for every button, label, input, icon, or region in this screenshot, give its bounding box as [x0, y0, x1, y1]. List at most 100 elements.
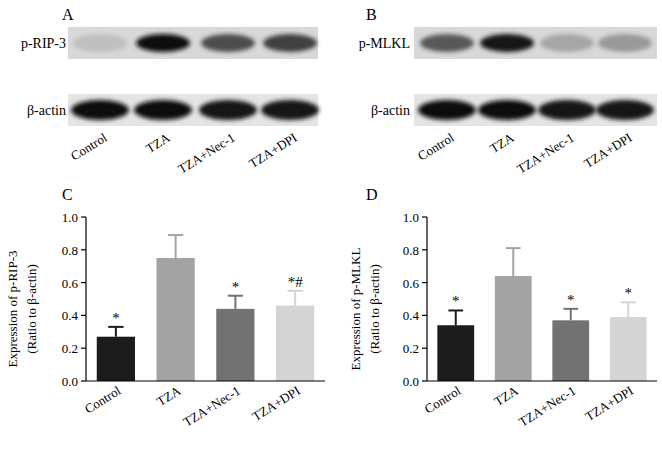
bar	[610, 317, 647, 381]
lane-label: TZA+DPI	[581, 130, 634, 171]
y-axis	[426, 217, 427, 381]
bar	[216, 309, 254, 381]
blot-background	[414, 94, 657, 126]
error-cap	[448, 309, 463, 311]
error-stem	[294, 291, 296, 306]
lane-label: Control	[415, 130, 457, 164]
significance: *	[567, 292, 575, 308]
y-tick-label: 0.4	[403, 308, 420, 323]
axis-label: (Ratio to β-actin)	[367, 264, 382, 354]
band	[538, 100, 596, 120]
blot-panel: Ap-RIP-3β-actinControlTZATZA+Nec-1TZA+DP…	[21, 6, 319, 177]
bar	[495, 276, 532, 381]
category-label: TZA	[491, 383, 521, 409]
error-stem	[175, 235, 177, 258]
y-tick-label: 0.8	[62, 243, 78, 258]
error-bar	[621, 302, 636, 317]
error-cap	[563, 308, 578, 310]
error-bar	[448, 310, 463, 325]
error-cap	[506, 247, 521, 249]
bar-chart: D Expression of p-MLKL (Ratio to β-actin) *…	[348, 186, 657, 430]
lane-label: Control	[68, 130, 110, 164]
bar	[437, 325, 474, 381]
error-cap	[228, 295, 243, 297]
row-label: β-actin	[371, 103, 410, 118]
blot-background	[414, 27, 657, 59]
y-tick	[81, 282, 86, 283]
y-tick	[81, 315, 86, 316]
error-stem	[512, 248, 514, 276]
error-cap	[287, 290, 302, 292]
y-tick	[81, 216, 86, 217]
band	[480, 34, 534, 52]
y-tick	[422, 216, 427, 217]
band	[71, 100, 129, 120]
bar	[157, 258, 195, 381]
significance: *	[625, 285, 633, 301]
blot-panel: Bp-MLKL β-actin Control TZATZA+Nec-1TZA+DPI	[359, 6, 657, 177]
y-tick-label: 1.0	[403, 210, 419, 225]
lane-label: TZA+Nec-1	[175, 130, 238, 177]
row-label: p-RIP-3	[21, 36, 66, 51]
category-label: Control	[82, 383, 124, 417]
band	[540, 34, 594, 52]
error-stem	[570, 309, 572, 320]
error-stem	[627, 302, 629, 317]
band	[201, 34, 255, 52]
blot-background	[68, 27, 318, 59]
error-stem	[115, 327, 117, 337]
y-tick	[81, 348, 86, 349]
band	[596, 100, 654, 120]
marks	[437, 248, 646, 381]
significance: *#	[288, 274, 304, 290]
y-tick	[81, 380, 86, 381]
category-label: TZA+DPI	[249, 383, 302, 424]
y-tick-label: 0.2	[403, 341, 419, 356]
error-stem	[455, 310, 457, 325]
error-cap	[621, 301, 636, 303]
y-tick-label: 1.0	[62, 210, 78, 225]
error-bar	[506, 248, 521, 276]
x-axis	[86, 380, 325, 381]
band	[598, 34, 652, 52]
bar	[276, 306, 314, 381]
panel-label: D	[366, 186, 378, 203]
lane-label: TZA	[487, 130, 517, 156]
y-tick-label: 0.0	[403, 374, 419, 389]
panel-label: A	[62, 6, 74, 23]
blot-background	[68, 94, 318, 126]
y-tick	[81, 249, 86, 250]
category-label: TZA+Nec-1	[180, 383, 243, 430]
y-tick-label: 0.2	[62, 341, 78, 356]
band	[199, 100, 257, 120]
error-cap	[108, 326, 123, 328]
error-stem	[234, 296, 236, 309]
band	[263, 34, 317, 52]
y-axis	[85, 217, 86, 381]
figure: Ap-RIP-3β-actinControlTZATZA+Nec-1TZA+DP…	[0, 0, 662, 451]
panel-label: B	[366, 6, 377, 23]
row-label: p-MLKL	[359, 36, 410, 51]
error-bar	[563, 309, 578, 320]
category-label: TZA+DPI	[582, 383, 635, 424]
axis-label: (Ratio to β-actin)	[24, 264, 39, 354]
marks	[97, 235, 314, 381]
y-tick-label: 0.4	[62, 308, 79, 323]
y-tick	[422, 282, 427, 283]
bar-chart: C Expression of p-RIP-3 (Ratio to β-actin)…	[5, 186, 325, 430]
y-tick-label: 0.8	[403, 243, 419, 258]
error-bar	[287, 291, 302, 306]
axis-label: Expression of p-RIP-3	[5, 251, 20, 368]
y-tick-label: 0.6	[403, 276, 420, 291]
panel-label: C	[62, 186, 73, 203]
band	[136, 34, 190, 52]
lane-label: TZA+Nec-1	[514, 130, 577, 177]
category-label: Control	[422, 383, 464, 417]
significance: *	[232, 279, 240, 295]
y-tick	[422, 380, 427, 381]
error-bar	[168, 235, 183, 258]
y-tick	[422, 315, 427, 316]
axis-label: Expression of p-MLKL	[348, 248, 363, 371]
y-tick	[422, 348, 427, 349]
significance: *	[112, 310, 120, 326]
